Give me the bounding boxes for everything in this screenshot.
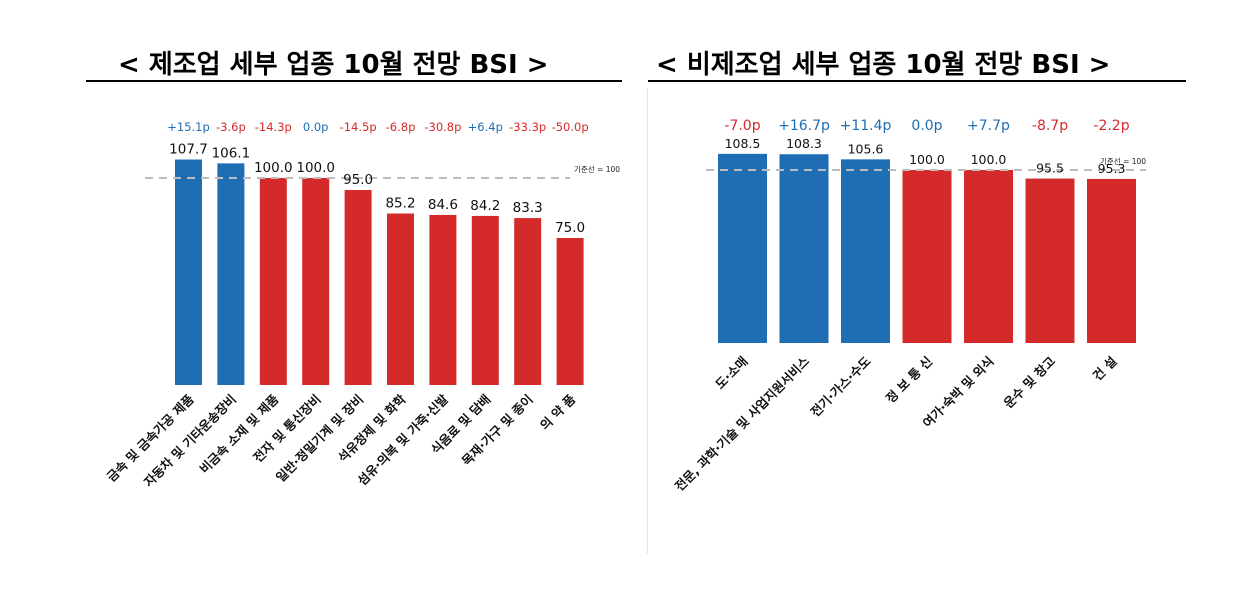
- mfg-value-label: 107.7: [169, 142, 208, 158]
- mfg-change-label: +15.1p: [167, 120, 210, 134]
- right-chart-title: < 비제조업 세부 업종 10월 전망 BSI >: [656, 50, 1111, 80]
- nonmfg-change-label: -8.7p: [1032, 118, 1068, 134]
- nonmfg-change-label: +16.7p: [778, 118, 830, 134]
- mfg-bar: [429, 214, 457, 385]
- mfg-value-label: 84.2: [470, 198, 500, 214]
- nonmfg-value-label: 100.0: [909, 152, 945, 167]
- mfg-change-label: 0.0p: [303, 120, 329, 134]
- nonmfg-value-label: 100.0: [971, 152, 1007, 167]
- mfg-bar: [175, 159, 202, 385]
- mfg-value-label: 100.0: [254, 160, 293, 176]
- mfg-bar: [514, 218, 542, 385]
- mfg-bar: [217, 163, 245, 385]
- mfg-bar: [556, 238, 584, 385]
- nonmfg-value-label: 108.3: [786, 136, 822, 151]
- mfg-value-label: 83.3: [513, 200, 543, 216]
- mfg-change-label: -14.5p: [340, 120, 377, 134]
- nonmfg-bar: [718, 153, 767, 343]
- nonmfg-reference-label: 기준선 = 100: [1100, 157, 1146, 166]
- mfg-change-label: -14.3p: [255, 120, 292, 134]
- nonmfg-bar: [1025, 178, 1075, 343]
- nonmfg-bar: [779, 154, 829, 343]
- nonmfg-category-label: 정 보 통 신: [883, 354, 935, 406]
- nonmfg-change-label: +11.4p: [840, 118, 892, 134]
- mfg-change-label: -33.3p: [509, 120, 546, 134]
- nonmfg-value-label: 108.5: [725, 136, 761, 151]
- mfg-bar: [259, 178, 287, 385]
- nonmfg-bar: [1087, 178, 1136, 343]
- mfg-value-label: 84.6: [428, 197, 458, 213]
- left-chart-title: < 제조업 세부 업종 10월 전망 BSI >: [118, 50, 549, 80]
- mfg-value-label: 106.1: [212, 145, 251, 161]
- nonmfg-category-label: 건 설: [1090, 354, 1120, 384]
- nonmfg-category-label: 전문, 과학·기술 및 사업지원서비스: [672, 353, 813, 494]
- nonmfg-value-label: 95.3: [1098, 161, 1126, 176]
- mfg-bar: [302, 178, 330, 385]
- nonmfg-change-label: +7.7p: [967, 118, 1010, 134]
- mfg-value-label: 85.2: [385, 196, 415, 212]
- nonmfg-value-label: 105.6: [848, 141, 884, 156]
- mfg-change-label: -3.6p: [216, 120, 246, 134]
- mfg-value-label: 95.0: [343, 172, 373, 188]
- nonmfg-category-label: 운수 및 창고: [1001, 353, 1059, 411]
- mfg-change-label: -50.0p: [552, 120, 589, 134]
- nonmfg-bar: [902, 170, 952, 343]
- mfg-bar: [344, 190, 372, 385]
- nonmfg-change-label: 0.0p: [911, 118, 942, 134]
- mfg-category-label: 비금속 소재 및 제품: [197, 391, 282, 476]
- mfg-reference-label: 기준선 = 100: [574, 165, 620, 174]
- mfg-bar: [471, 215, 499, 385]
- nonmfg-change-label: -2.2p: [1093, 118, 1129, 134]
- nonmfg-bar: [841, 159, 890, 343]
- nonmfg-change-label: -7.0p: [724, 118, 760, 134]
- mfg-change-label: -6.8p: [386, 120, 416, 134]
- mfg-value-label: 75.0: [555, 220, 585, 236]
- panel-divider: [647, 88, 648, 554]
- left-title-underline: [86, 80, 622, 82]
- mfg-category-label: 의 약 품: [537, 391, 579, 433]
- mfg-change-label: +6.4p: [468, 120, 503, 134]
- nonmfg-category-label: 전기·가스·수도: [808, 353, 874, 419]
- right-title-underline: [648, 80, 1186, 82]
- nonmfg-value-label: 95.5: [1036, 161, 1064, 176]
- mfg-change-label: -30.8p: [424, 120, 461, 134]
- mfg-value-label: 100.0: [296, 160, 335, 176]
- mfg-bar: [387, 213, 414, 385]
- nonmfg-category-label: 도·소매: [712, 354, 750, 392]
- nonmfg-bar: [964, 170, 1013, 343]
